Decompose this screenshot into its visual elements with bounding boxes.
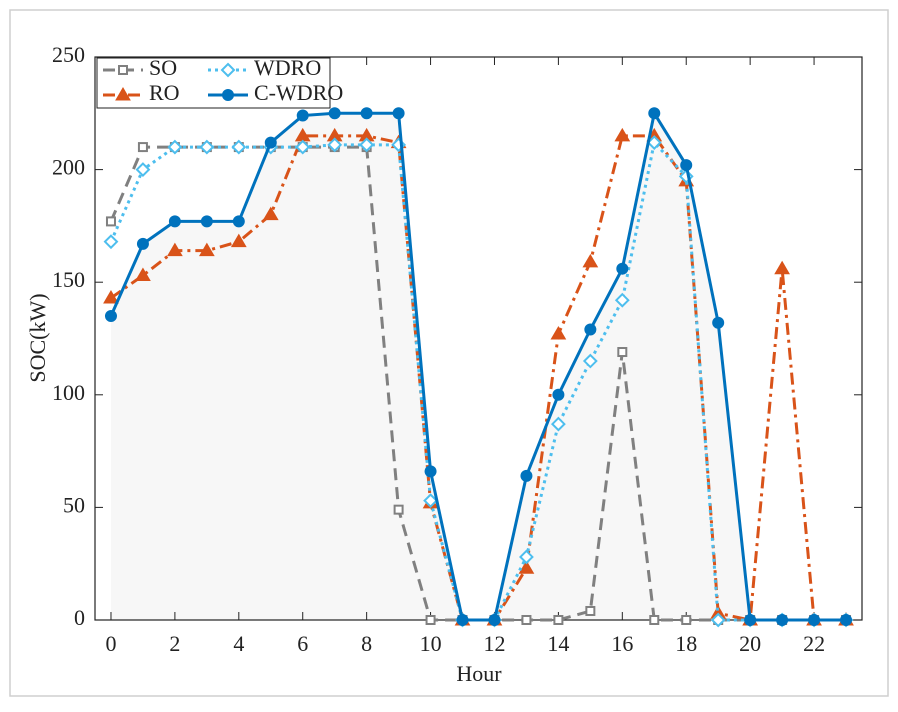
marker xyxy=(553,615,564,625)
marker xyxy=(552,388,565,401)
marker xyxy=(167,242,183,257)
marker xyxy=(135,267,151,281)
marker xyxy=(220,62,236,78)
marker xyxy=(136,237,149,250)
x-tick-label: 22 xyxy=(803,631,825,656)
marker xyxy=(327,137,343,153)
marker xyxy=(614,292,630,308)
legend-label: WDRO xyxy=(254,55,321,80)
marker xyxy=(360,107,373,120)
marker xyxy=(168,215,181,228)
marker xyxy=(582,253,599,268)
marker xyxy=(295,139,311,155)
marker xyxy=(456,614,469,626)
marker xyxy=(617,347,628,358)
area xyxy=(110,113,847,621)
legend-label: RO xyxy=(149,80,180,105)
marker xyxy=(359,137,375,153)
marker xyxy=(328,107,341,120)
x-axis-label: Hour xyxy=(456,661,502,686)
marker xyxy=(681,615,692,625)
marker xyxy=(808,614,821,626)
x-tick-label: 14 xyxy=(547,631,569,656)
y-tick-label: 100 xyxy=(52,380,85,405)
marker xyxy=(393,504,404,515)
marker xyxy=(425,615,436,625)
marker xyxy=(550,326,567,340)
marker xyxy=(118,65,128,75)
marker xyxy=(646,135,662,150)
marker xyxy=(616,262,629,275)
marker xyxy=(488,614,501,626)
marker xyxy=(519,549,534,565)
x-tick-label: 6 xyxy=(297,631,308,656)
x-tick-label: 4 xyxy=(233,631,244,656)
y-tick-label: 150 xyxy=(52,267,85,292)
marker xyxy=(200,215,213,228)
marker xyxy=(167,139,183,155)
marker xyxy=(105,216,116,227)
marker xyxy=(710,612,726,628)
x-tick-label: 16 xyxy=(611,631,633,656)
marker xyxy=(264,136,277,149)
marker xyxy=(648,107,661,120)
x-tick-label: 10 xyxy=(420,631,442,656)
y-axis-label: SOC(kW) xyxy=(25,293,50,382)
marker xyxy=(550,416,566,432)
marker xyxy=(423,493,438,509)
marker xyxy=(115,87,131,101)
x-tick-label: 20 xyxy=(739,631,761,656)
marker xyxy=(135,162,151,178)
marker xyxy=(582,353,598,369)
marker xyxy=(103,234,119,250)
marker xyxy=(776,614,789,626)
marker xyxy=(103,289,119,304)
marker xyxy=(232,215,245,228)
y-tick-label: 250 xyxy=(52,42,85,67)
marker xyxy=(198,242,215,257)
marker xyxy=(199,139,215,155)
marker xyxy=(520,469,533,482)
x-tick-label: 0 xyxy=(105,631,116,656)
marker xyxy=(614,127,631,142)
y-tick-label: 0 xyxy=(74,605,85,630)
legend-label: C-WDRO xyxy=(254,80,343,105)
y-tick-label: 200 xyxy=(52,155,85,180)
marker xyxy=(584,323,597,336)
x-tick-label: 2 xyxy=(169,631,180,656)
y-tick-label: 50 xyxy=(63,492,85,517)
marker xyxy=(840,614,853,626)
marker xyxy=(392,107,405,120)
marker xyxy=(296,109,309,122)
legend-box xyxy=(96,57,331,109)
marker xyxy=(262,206,279,221)
marker xyxy=(585,605,596,616)
marker xyxy=(744,614,757,626)
marker xyxy=(424,465,437,478)
x-tick-label: 8 xyxy=(361,631,372,656)
marker xyxy=(649,615,660,625)
marker xyxy=(104,309,117,322)
marker xyxy=(774,260,790,275)
x-tick-label: 18 xyxy=(675,631,697,656)
marker xyxy=(712,316,725,329)
marker xyxy=(231,139,247,155)
marker xyxy=(518,560,535,574)
x-tick-label: 12 xyxy=(483,631,505,656)
marker xyxy=(230,233,247,248)
marker xyxy=(222,89,234,101)
legend-label: SO xyxy=(149,55,177,80)
marker xyxy=(137,142,148,153)
marker xyxy=(680,159,693,172)
marker xyxy=(521,615,532,625)
